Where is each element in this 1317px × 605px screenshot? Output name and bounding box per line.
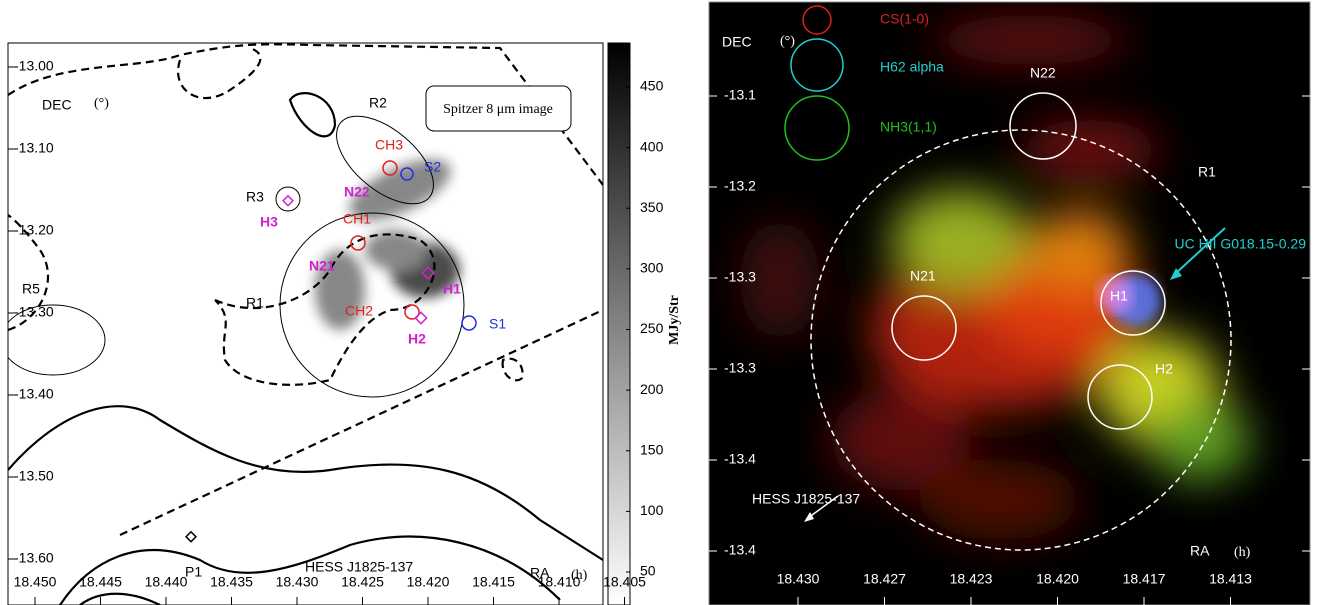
annotation: H3: [260, 214, 278, 230]
ra-label: RA: [1190, 543, 1210, 559]
x-tick-label: 18.435: [210, 574, 253, 590]
x-tick-label: 18.413: [1209, 571, 1252, 587]
x-tick-label: 18.425: [341, 574, 384, 590]
legend-entry: NH3(1,1): [880, 119, 937, 135]
y-tick-label: -13.50: [14, 468, 54, 484]
y-tick-label: -13.4: [724, 451, 756, 467]
x-tick-label: 18.440: [145, 574, 188, 590]
dec-unit: (°): [94, 96, 109, 111]
x-tick-label: 18.420: [407, 574, 450, 590]
dec-label: DEC: [722, 34, 752, 50]
x-tick-label: 18.423: [950, 571, 993, 587]
y-tick-label: -13.2: [724, 178, 756, 194]
x-tick-label: 18.430: [777, 571, 820, 587]
annotation: R1: [246, 295, 264, 311]
colorbar-tick-label: 400: [640, 138, 664, 154]
x-tick-label: 18.420: [1036, 571, 1079, 587]
y-tick-label: -13.3: [724, 269, 756, 285]
dec-label: DEC: [42, 97, 72, 113]
annotation: R5: [22, 281, 40, 297]
y-tick-label: -13.3: [724, 360, 756, 376]
x-tick-label: 18.445: [79, 574, 122, 590]
y-tick-label: -13.4: [724, 542, 756, 558]
annotation: N21: [910, 268, 936, 284]
figure: Spitzer 8 μm image DEC (°) RA (h) R2 CH3…: [0, 0, 1317, 605]
y-tick-label: -13.60: [14, 550, 54, 566]
y-tick-label: -13.1: [724, 87, 756, 103]
y-tick-label: -13.20: [14, 222, 54, 238]
colorbar-tick-label: 250: [640, 320, 664, 336]
colorbar-tick-label: 450: [640, 78, 664, 94]
x-tick-label: 18.427: [863, 571, 906, 587]
annotation: CH2: [345, 303, 373, 319]
annotation: CH1: [343, 211, 371, 227]
y-tick-label: -13.00: [14, 58, 54, 74]
annotation: R3: [246, 189, 264, 205]
y-tick-label: -13.30: [14, 304, 54, 320]
colorbar-tick-label: 150: [640, 441, 664, 457]
colorbar-tick-label: 100: [640, 502, 664, 518]
y-tick-label: -13.10: [14, 140, 54, 156]
annotation: R2: [369, 95, 387, 111]
right-image: [709, 2, 1310, 605]
annotation: H1: [1110, 288, 1128, 304]
annotation: S2: [424, 159, 441, 175]
annotation: H2: [408, 331, 426, 347]
x-tick-label: 18.417: [1123, 571, 1166, 587]
colorbar-tick-label: 350: [640, 199, 664, 215]
annotation: N21: [309, 258, 335, 274]
colorbar-label: MJy/Str: [667, 295, 682, 345]
colorbar: [608, 43, 630, 605]
y-tick-label: -13.40: [14, 386, 54, 402]
dec-unit: (°): [780, 34, 795, 49]
annotation: S1: [489, 316, 506, 332]
annotation: UC HII G018.15-0.29: [1174, 236, 1306, 252]
annotation: CH3: [375, 137, 403, 153]
legend-entry: H62 alpha: [880, 59, 944, 75]
ra-unit: (h): [1234, 545, 1251, 560]
annotation: H2: [1155, 361, 1173, 377]
legend-entry: CS(1-0): [880, 11, 929, 27]
annotation: N22: [344, 184, 370, 200]
colorbar-tick-label: 200: [640, 381, 664, 397]
annotation: N22: [1030, 65, 1056, 81]
annotation: H1: [443, 281, 461, 297]
x-tick-label: 18.410: [538, 574, 581, 590]
image-label: Spitzer 8 μm image: [443, 102, 553, 117]
x-tick-label: 18.430: [276, 574, 319, 590]
x-tick-label: 18.415: [472, 574, 515, 590]
x-tick-label: 18.450: [14, 574, 57, 590]
annotation: P1: [185, 564, 202, 580]
annotation: HESS J1825-137: [305, 559, 413, 575]
colorbar-tick-label: 300: [640, 260, 664, 276]
annotation: R1: [1198, 164, 1216, 180]
colorbar-tick-label: 50: [640, 563, 656, 579]
annotation: HESS J1825-137: [752, 491, 860, 507]
